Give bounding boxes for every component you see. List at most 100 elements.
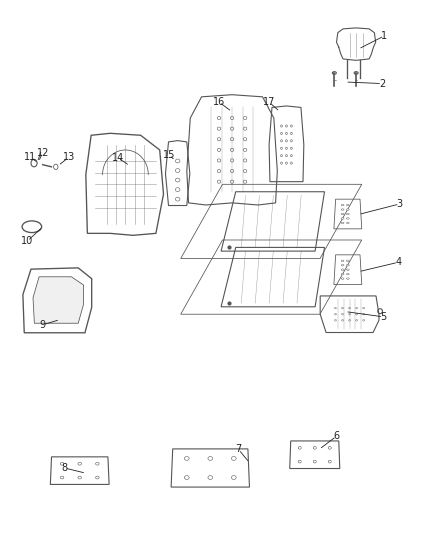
- Ellipse shape: [328, 447, 331, 449]
- Text: 7: 7: [236, 445, 242, 455]
- Ellipse shape: [346, 269, 349, 270]
- Ellipse shape: [342, 320, 343, 321]
- Text: 2: 2: [379, 78, 385, 88]
- Ellipse shape: [217, 127, 221, 130]
- Text: 8: 8: [61, 463, 67, 473]
- Ellipse shape: [217, 180, 221, 183]
- Ellipse shape: [335, 313, 336, 315]
- Ellipse shape: [290, 162, 292, 164]
- Ellipse shape: [341, 213, 344, 215]
- Ellipse shape: [356, 313, 357, 315]
- Ellipse shape: [244, 116, 247, 119]
- Text: 15: 15: [163, 150, 175, 160]
- Text: 16: 16: [213, 97, 225, 107]
- Ellipse shape: [230, 148, 234, 151]
- Text: 12: 12: [36, 148, 49, 158]
- Ellipse shape: [335, 308, 336, 309]
- Ellipse shape: [95, 462, 99, 465]
- Ellipse shape: [286, 162, 287, 164]
- Text: 17: 17: [263, 97, 275, 107]
- Ellipse shape: [341, 209, 344, 211]
- Ellipse shape: [217, 159, 221, 162]
- Ellipse shape: [231, 475, 236, 480]
- Ellipse shape: [230, 116, 234, 119]
- Ellipse shape: [244, 148, 247, 151]
- Ellipse shape: [95, 476, 99, 479]
- Ellipse shape: [346, 204, 349, 206]
- Ellipse shape: [290, 125, 292, 127]
- Ellipse shape: [230, 138, 234, 141]
- Ellipse shape: [342, 313, 343, 315]
- Ellipse shape: [60, 462, 64, 465]
- Text: 13: 13: [63, 152, 75, 162]
- Ellipse shape: [298, 460, 301, 463]
- Ellipse shape: [346, 213, 349, 215]
- Ellipse shape: [281, 132, 283, 134]
- Ellipse shape: [281, 155, 283, 157]
- Ellipse shape: [217, 116, 221, 119]
- Ellipse shape: [356, 308, 357, 309]
- Ellipse shape: [230, 169, 234, 173]
- Ellipse shape: [281, 140, 283, 142]
- Ellipse shape: [346, 273, 349, 275]
- Ellipse shape: [349, 308, 350, 309]
- Text: 3: 3: [396, 199, 403, 209]
- Ellipse shape: [335, 320, 336, 321]
- Ellipse shape: [342, 308, 343, 309]
- Ellipse shape: [286, 155, 287, 157]
- Text: 10: 10: [21, 236, 34, 246]
- Text: 9: 9: [40, 320, 46, 330]
- Ellipse shape: [244, 159, 247, 162]
- Ellipse shape: [230, 180, 234, 183]
- Ellipse shape: [78, 462, 81, 465]
- Ellipse shape: [244, 169, 247, 173]
- Ellipse shape: [175, 159, 180, 163]
- Ellipse shape: [175, 197, 180, 201]
- Text: 6: 6: [333, 431, 339, 441]
- Ellipse shape: [363, 308, 364, 309]
- Ellipse shape: [290, 132, 292, 134]
- Ellipse shape: [341, 204, 344, 206]
- Ellipse shape: [231, 457, 236, 461]
- Ellipse shape: [341, 217, 344, 219]
- Ellipse shape: [230, 127, 234, 130]
- Ellipse shape: [286, 147, 287, 149]
- Ellipse shape: [175, 188, 180, 191]
- Ellipse shape: [230, 159, 234, 162]
- Ellipse shape: [286, 125, 287, 127]
- Ellipse shape: [363, 320, 364, 321]
- Ellipse shape: [341, 264, 344, 266]
- Ellipse shape: [208, 457, 212, 461]
- Ellipse shape: [341, 222, 344, 224]
- Ellipse shape: [341, 269, 344, 270]
- Ellipse shape: [281, 162, 283, 164]
- Ellipse shape: [78, 476, 81, 479]
- Ellipse shape: [290, 155, 292, 157]
- Polygon shape: [33, 277, 84, 323]
- Ellipse shape: [298, 447, 301, 449]
- Ellipse shape: [244, 138, 247, 141]
- Ellipse shape: [356, 320, 357, 321]
- Ellipse shape: [175, 178, 180, 182]
- Ellipse shape: [217, 169, 221, 173]
- Text: 11: 11: [25, 152, 37, 162]
- Ellipse shape: [313, 447, 316, 449]
- Ellipse shape: [60, 476, 64, 479]
- Ellipse shape: [281, 147, 283, 149]
- Ellipse shape: [346, 260, 349, 262]
- Ellipse shape: [349, 313, 350, 315]
- Ellipse shape: [346, 278, 349, 279]
- Ellipse shape: [281, 125, 283, 127]
- Text: 14: 14: [112, 153, 124, 163]
- Ellipse shape: [184, 457, 189, 461]
- Ellipse shape: [217, 138, 221, 141]
- Ellipse shape: [244, 180, 247, 183]
- Ellipse shape: [286, 140, 287, 142]
- Ellipse shape: [346, 209, 349, 211]
- Ellipse shape: [341, 273, 344, 275]
- Ellipse shape: [217, 148, 221, 151]
- Ellipse shape: [341, 278, 344, 279]
- Ellipse shape: [363, 313, 364, 315]
- Ellipse shape: [346, 222, 349, 224]
- Ellipse shape: [346, 264, 349, 266]
